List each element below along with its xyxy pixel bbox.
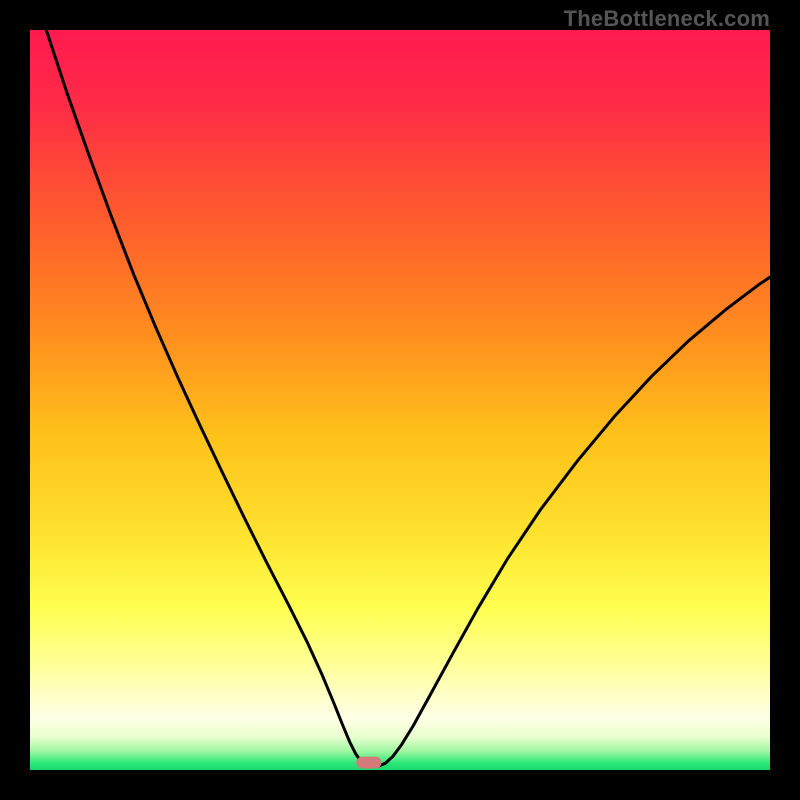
- chart-frame: TheBottleneck.com: [0, 0, 800, 800]
- watermark-text: TheBottleneck.com: [564, 6, 770, 32]
- plot-area: [30, 30, 770, 770]
- minimum-marker: [356, 757, 381, 769]
- gradient-background: [30, 30, 770, 770]
- bottleneck-curve-chart: [30, 30, 770, 770]
